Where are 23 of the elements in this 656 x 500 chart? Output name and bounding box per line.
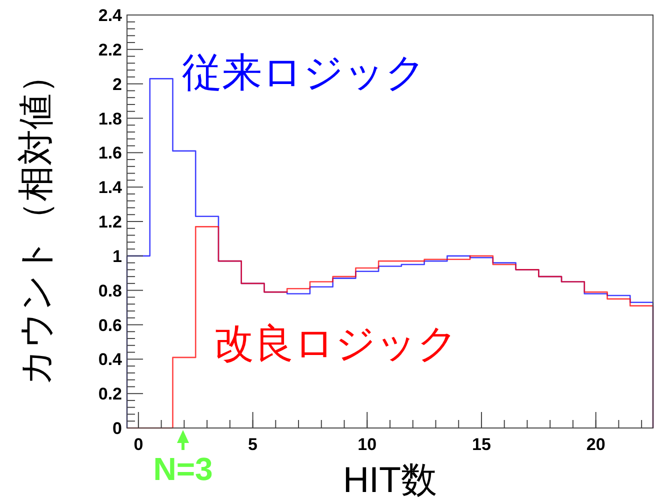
y-tick-label: 0.8 — [98, 281, 122, 300]
x-tick-label: 0 — [134, 435, 144, 454]
y-tick-label: 0.2 — [98, 384, 122, 404]
x-tick-label: 15 — [472, 435, 491, 454]
y-tick-label: 1.8 — [98, 109, 122, 128]
y-axis-title: カウント（相対値） — [15, 58, 56, 386]
y-tick-label: 2.2 — [98, 40, 122, 60]
x-tick-label: 10 — [358, 435, 377, 454]
y-tick-label: 0 — [112, 419, 122, 438]
y-tick-label: 1 — [112, 246, 122, 266]
series-label: 従来ロジック — [182, 51, 426, 95]
y-tick-label: 0.6 — [98, 316, 122, 335]
series-label: 改良ロジック — [214, 322, 458, 366]
y-tick-label: 2 — [112, 74, 122, 94]
y-tick-label: 1.6 — [98, 144, 122, 163]
x-tick-label: 5 — [248, 435, 258, 454]
text: N=3 — [153, 451, 213, 487]
y-tick-label: 1.2 — [98, 212, 122, 232]
x-axis-title: HIT数 — [343, 459, 437, 500]
y-tick-label: 0.4 — [98, 350, 123, 370]
y-tick-label: 2.4 — [98, 6, 123, 25]
y-tick-label: 1.4 — [98, 178, 123, 198]
x-tick-label: 20 — [586, 435, 606, 454]
